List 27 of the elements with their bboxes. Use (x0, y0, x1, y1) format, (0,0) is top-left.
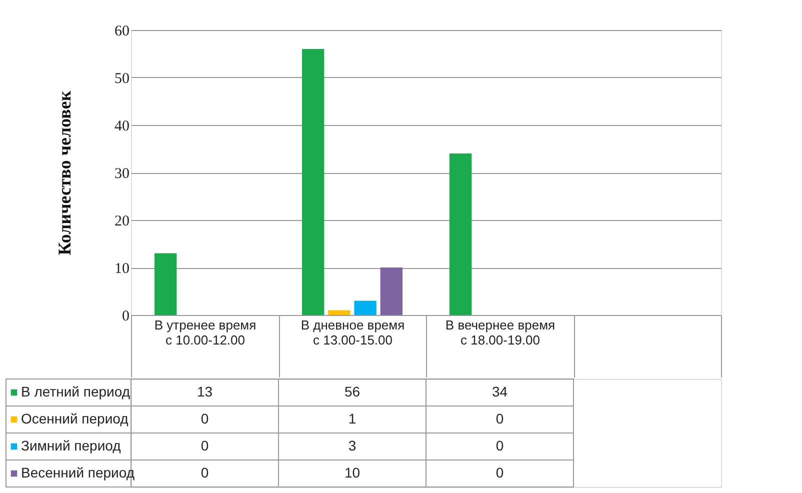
y-axis-title: Количество человек (54, 90, 74, 256)
y-tick-label: 20 (114, 214, 130, 230)
data-label: 0 (200, 410, 209, 426)
y-tick-label: 0 (122, 308, 130, 324)
data-label: 13 (196, 384, 213, 400)
data-label: 3 (348, 438, 356, 454)
data-label: 10 (344, 464, 360, 480)
legend-label: Осенний период (21, 410, 128, 426)
y-tick-label: 50 (114, 71, 130, 87)
data-label: 0 (496, 464, 504, 480)
y-tick-label: 40 (114, 118, 130, 134)
data-label: 0 (200, 438, 209, 454)
y-tick-label: 60 (114, 24, 130, 40)
legend-label: В летний период (21, 384, 130, 400)
legend-label: Зимний период (21, 438, 121, 454)
y-tick-label: 10 (114, 261, 130, 277)
legend-label: Весенний период (21, 464, 135, 480)
data-label: 0 (496, 410, 504, 426)
data-label: 56 (344, 384, 360, 400)
x-tick-label: В дневное время с 13.00-15.00 (300, 318, 405, 348)
y-tick-label: 30 (114, 166, 130, 182)
x-tick-label: В утренее время с 10.00-12.00 (154, 318, 256, 348)
data-label: 1 (348, 410, 356, 426)
data-label: 34 (492, 384, 508, 400)
x-tick-label: В вечернее время с 18.00-19.00 (445, 318, 556, 348)
data-label: 0 (200, 464, 209, 480)
data-label: 0 (496, 438, 504, 454)
